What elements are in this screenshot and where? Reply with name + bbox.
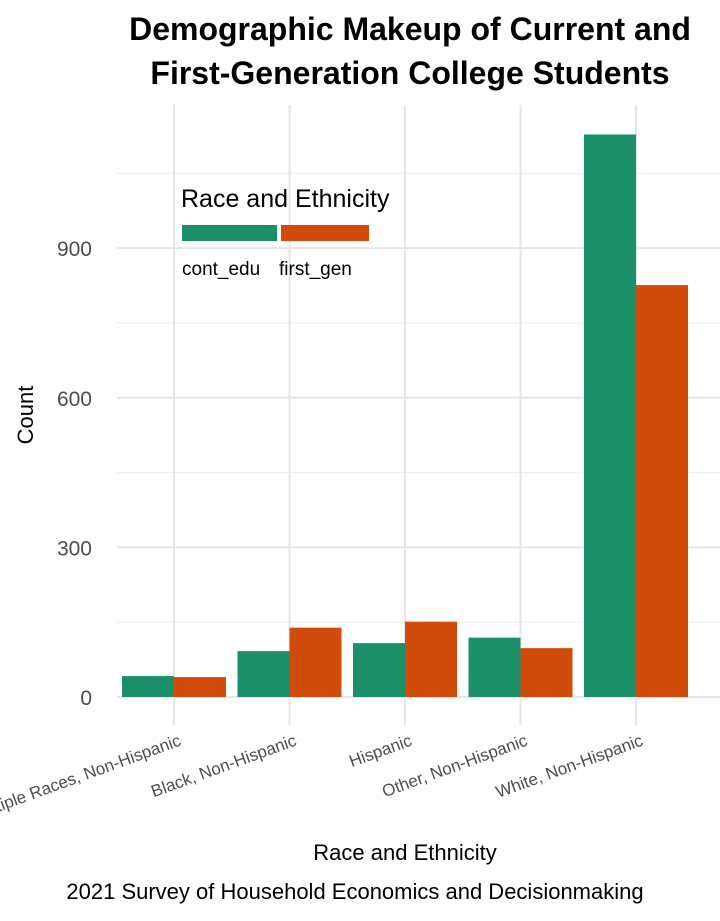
bar-cont_edu-2 xyxy=(353,643,405,697)
bar-first_gen-4 xyxy=(636,285,688,697)
legend-label-cont-edu: cont_edu xyxy=(182,259,260,280)
bar-first_gen-1 xyxy=(289,627,342,697)
y-tick-label: 0 xyxy=(80,687,92,710)
legend-title: Race and Ethnicity xyxy=(181,185,390,213)
bar-first_gen-0 xyxy=(174,677,226,697)
x-tick-label: Hispanic xyxy=(347,731,415,771)
bars xyxy=(122,134,688,697)
x-axis-title: Race and Ethnicity xyxy=(313,840,496,865)
legend-label-first-gen: first_gen xyxy=(279,259,352,280)
y-tick-label: 900 xyxy=(57,238,92,261)
bar-cont_edu-3 xyxy=(468,637,521,697)
bar-cont_edu-4 xyxy=(584,134,636,697)
caption: 2021 Survey of Household Economics and D… xyxy=(66,879,643,904)
legend-key-cont-edu xyxy=(182,225,277,241)
y-axis-title: Count xyxy=(13,386,38,445)
y-tick-label: 300 xyxy=(57,537,92,560)
bar-first_gen-2 xyxy=(405,621,457,697)
bar-cont_edu-1 xyxy=(237,651,290,697)
bar-cont_edu-0 xyxy=(122,676,174,697)
y-tick-label: 600 xyxy=(57,388,92,411)
legend-key-first-gen xyxy=(281,225,369,241)
chart-title-line2: First-Generation College Students xyxy=(150,55,669,91)
legend: Race and Ethnicity cont_edu first_gen xyxy=(181,185,390,280)
x-tick-label: Multiple Races, Non-Hispanic xyxy=(0,731,184,825)
chart-title-line1: Demographic Makeup of Current and xyxy=(129,11,691,47)
bar-first_gen-3 xyxy=(520,648,573,697)
